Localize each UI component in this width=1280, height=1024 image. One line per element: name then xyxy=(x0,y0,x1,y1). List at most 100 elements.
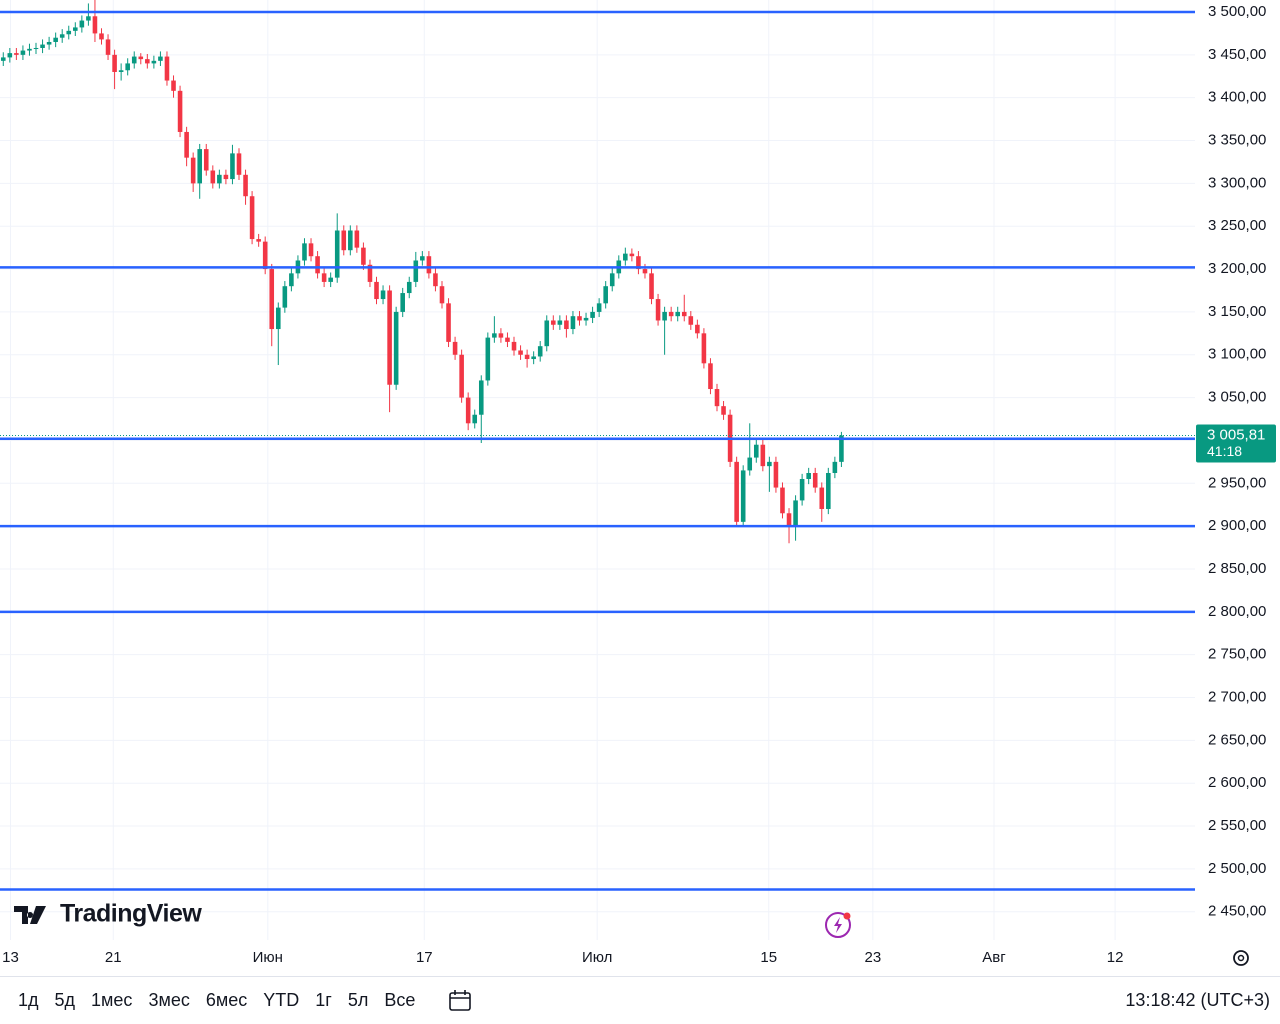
candle-body xyxy=(577,316,582,321)
y-tick-label: 3 250,00 xyxy=(1208,217,1266,234)
candle-body xyxy=(609,273,615,287)
candle-body xyxy=(197,149,203,184)
candle-body xyxy=(27,48,32,51)
calendar-icon[interactable] xyxy=(449,991,472,1011)
candle-body xyxy=(53,37,58,42)
candle-body xyxy=(269,269,275,330)
x-tick-label: 21 xyxy=(105,949,122,966)
candle-body xyxy=(642,269,648,274)
candle-body xyxy=(328,277,333,282)
last-price-label: 3 005,81 xyxy=(1207,426,1265,443)
candle-body xyxy=(7,53,13,58)
icon-dot xyxy=(843,912,851,920)
candle-body xyxy=(374,281,379,300)
x-tick-label: 15 xyxy=(760,949,777,966)
candle-body xyxy=(223,174,229,180)
candle-body xyxy=(341,230,347,251)
candle-body xyxy=(40,44,45,48)
gear[interactable] xyxy=(1233,950,1249,966)
y-tick-label: 2 750,00 xyxy=(1208,646,1266,663)
plot-area xyxy=(0,0,1195,891)
candle-body xyxy=(629,253,635,257)
candle-body xyxy=(511,341,517,351)
candle-body xyxy=(767,461,772,467)
range-button[interactable]: YTD xyxy=(263,990,300,1010)
candle-body xyxy=(92,16,98,34)
candle-body xyxy=(701,333,707,364)
candle-body xyxy=(59,34,65,38)
x-tick-label: 12 xyxy=(1107,949,1124,966)
x-tick-label: 13 xyxy=(2,949,19,966)
candle-body xyxy=(649,273,654,300)
x-tick-label: Июл xyxy=(582,949,612,966)
candle-body xyxy=(217,174,222,184)
candle-body xyxy=(315,256,320,274)
x-tick-label: Июн xyxy=(253,949,283,966)
candle-body xyxy=(321,273,327,282)
candle-body xyxy=(99,33,104,40)
settings-button[interactable] xyxy=(1233,950,1249,966)
y-tick-label: 3 100,00 xyxy=(1208,346,1266,363)
candle-body xyxy=(793,500,798,527)
candle-body xyxy=(839,435,844,462)
candle-body xyxy=(393,311,399,385)
candle-body xyxy=(33,47,39,49)
candle-body xyxy=(230,153,235,180)
range-button[interactable]: 1д xyxy=(18,990,39,1010)
range-button[interactable]: 5л xyxy=(347,990,369,1010)
x-tick-label: 17 xyxy=(416,949,433,966)
y-tick-label: 3 350,00 xyxy=(1208,131,1266,148)
axes: 3 500,00 3 450,00 3 400,00 3 350,00 3 300,00… xyxy=(2,3,1276,966)
candle-body xyxy=(131,56,137,64)
candle-body xyxy=(249,196,255,240)
candle-body xyxy=(734,461,739,522)
candle-body xyxy=(406,281,412,294)
candle-body xyxy=(708,363,713,390)
candle-body xyxy=(0,57,6,61)
y-tick-label: 2 800,00 xyxy=(1208,603,1266,620)
range-button[interactable]: 3мес xyxy=(148,990,190,1010)
y-tick-label: 2 450,00 xyxy=(1208,903,1266,920)
candle-body xyxy=(446,303,451,342)
candle-body xyxy=(557,320,563,325)
candle-body xyxy=(387,290,392,385)
grid xyxy=(0,0,1195,940)
candle-body xyxy=(14,53,19,55)
candle-body xyxy=(177,90,183,132)
y-tick-label: 2 950,00 xyxy=(1208,474,1266,491)
candle-body xyxy=(753,444,759,458)
candle-body xyxy=(655,299,661,321)
candle-body xyxy=(334,230,340,278)
candle-body xyxy=(439,286,445,304)
y-tick-label: 2 850,00 xyxy=(1208,560,1266,577)
range-button[interactable]: 1мес xyxy=(91,990,133,1010)
candle-body xyxy=(819,487,825,509)
y-tick-label: 3 150,00 xyxy=(1208,303,1266,320)
y-tick-label: 2 900,00 xyxy=(1208,517,1266,534)
candle-body xyxy=(262,241,268,270)
candle-body xyxy=(544,320,550,347)
gear-center[interactable] xyxy=(1237,954,1245,962)
y-tick-label: 2 550,00 xyxy=(1208,817,1266,834)
y-tick-label: 2 700,00 xyxy=(1208,688,1266,705)
candle-body xyxy=(675,311,681,317)
icon-ring xyxy=(825,912,851,938)
range-button[interactable]: 6мес xyxy=(205,990,248,1010)
candle-body xyxy=(380,290,386,300)
candle-body xyxy=(551,320,556,325)
date-range-button[interactable] xyxy=(445,986,475,1016)
candle-body xyxy=(636,256,641,270)
candle-body xyxy=(721,406,726,415)
candle-body xyxy=(282,286,288,308)
range-button[interactable]: 1г xyxy=(315,990,332,1010)
clock: 13:18:42 (UTC+3) xyxy=(1125,990,1270,1010)
candle-body xyxy=(531,356,536,360)
range-button[interactable]: 5д xyxy=(54,990,76,1010)
range-button[interactable]: Все xyxy=(384,990,416,1010)
candle-body xyxy=(400,293,405,312)
candle-body xyxy=(46,41,52,45)
logo-icon xyxy=(14,906,46,924)
candle-body xyxy=(459,354,464,398)
candle-body xyxy=(420,256,425,261)
candle-body xyxy=(138,56,144,60)
